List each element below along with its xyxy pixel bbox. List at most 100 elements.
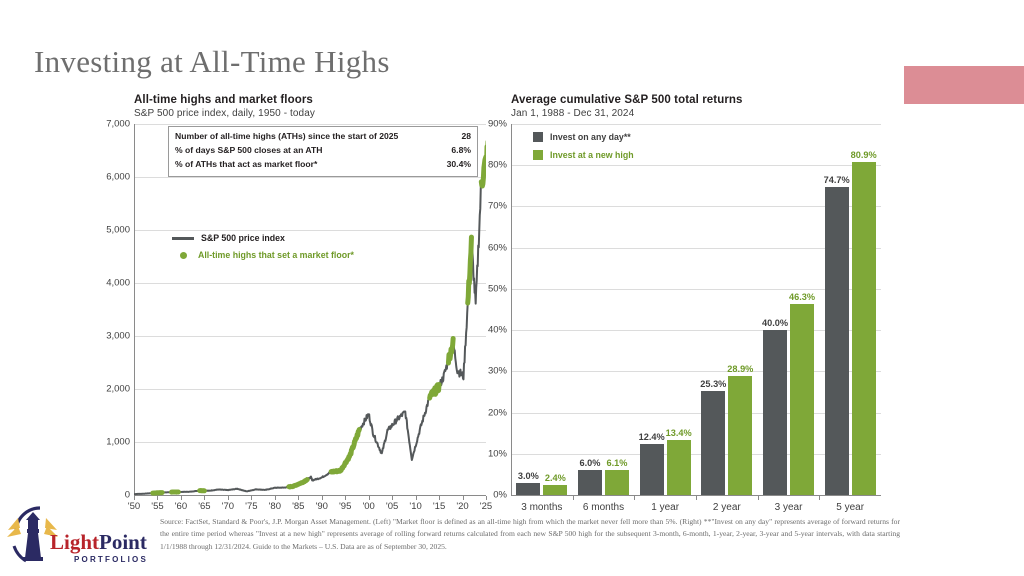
gridline	[134, 177, 486, 178]
x-tick-label: '85	[292, 501, 305, 512]
bar-chart: 0% 10% 20% 30% 40% 50% 60% 70% 80% 90% 3.0% 2.4% 6.…	[488, 119, 891, 513]
y-tick-label: 80%	[487, 159, 507, 171]
left-chart-panel: All-time highs and market floors S&P 500…	[106, 94, 494, 512]
y-tick-label: 10%	[487, 448, 507, 460]
bar[interactable]	[824, 187, 849, 495]
x-tick-label: '75	[245, 501, 258, 512]
accent-block	[904, 66, 1024, 104]
x-tick	[696, 496, 697, 500]
ath-stat-label: Number of all-time highs (ATHs) since th…	[175, 131, 399, 141]
y-tick-label: 60%	[487, 242, 507, 254]
x-tick	[298, 496, 300, 500]
x-tick	[345, 496, 347, 500]
x-tick-label: '00	[362, 501, 375, 512]
x-tick	[392, 496, 394, 500]
bar[interactable]	[763, 330, 787, 495]
bar-value-label: 80.9%	[850, 149, 877, 160]
bar[interactable]	[578, 470, 602, 495]
x-tick	[204, 496, 206, 500]
x-tick-label: '15	[432, 501, 446, 512]
legend-label: All-time highs that set a market floor*	[198, 249, 354, 260]
gridline	[511, 453, 881, 455]
logo[interactable]: LightPoint PORTFOLIOS	[6, 506, 148, 572]
bar[interactable]	[790, 304, 814, 495]
legend-label: S&P 500 price index	[201, 233, 285, 243]
y-tick-label: 0	[124, 489, 130, 501]
x-tick	[157, 496, 159, 500]
bar[interactable]	[639, 443, 664, 495]
bar-value-label: 25.3%	[700, 378, 727, 389]
x-tick	[251, 496, 253, 500]
source-footnote: Source: FactSet, Standard & Poor's, J.P.…	[160, 517, 900, 551]
ath-stat-row: Number of all-time highs (ATHs) since th…	[175, 130, 471, 144]
x-tick-label: '80	[268, 501, 281, 512]
bar-value-label: 46.3%	[788, 292, 816, 303]
dot-swatch-icon	[180, 251, 187, 259]
price-path	[328, 426, 362, 475]
x-tick	[368, 496, 370, 500]
x-tick-label: '20	[456, 501, 469, 512]
bar[interactable]	[516, 482, 541, 495]
category-label: 5 year	[836, 502, 865, 513]
left-chart-subtitle: S&P 500 price index, daily, 1950 - today	[134, 108, 315, 119]
y-tick-label: 30%	[487, 365, 507, 377]
bar[interactable]	[728, 375, 753, 495]
lighthouse-icon	[7, 506, 58, 563]
legend-item-invest-new-high: Invest at a new high	[533, 146, 634, 164]
gridline	[511, 330, 881, 332]
bar-value-label: 40.0%	[761, 318, 789, 329]
y-tick-label: 5,000	[106, 224, 130, 236]
line-swatch-icon	[172, 236, 194, 240]
line-chart-x-axis	[134, 495, 486, 496]
y-tick-label: 6,000	[106, 171, 130, 183]
green-swatch-icon	[533, 150, 543, 161]
x-tick-label: '10	[409, 501, 422, 512]
x-tick	[757, 496, 759, 500]
x-tick	[819, 496, 821, 500]
category-label: 2 year	[712, 502, 741, 513]
x-tick	[180, 496, 182, 500]
ath-stat-value: 6.8%	[451, 144, 471, 155]
x-tick-label: '25	[479, 501, 493, 512]
legend-item-invest-any-day: Invest on any day**	[533, 128, 634, 146]
gridline	[134, 389, 486, 390]
bar[interactable]	[851, 161, 876, 495]
x-tick-label: '60	[174, 501, 188, 512]
right-chart-panel: Average cumulative S&P 500 total returns…	[488, 94, 891, 513]
x-tick	[462, 496, 464, 500]
gridline	[134, 283, 486, 284]
left-chart-title: All-time highs and market floors	[134, 94, 313, 106]
bar-value-label: 2.4%	[544, 473, 566, 484]
gridline	[511, 124, 881, 125]
bar[interactable]	[666, 439, 691, 495]
bar-chart-y-axis	[511, 124, 512, 496]
gridline	[134, 442, 486, 443]
line-chart-series	[134, 140, 486, 496]
x-tick	[439, 496, 441, 500]
price-path	[445, 335, 456, 366]
x-tick	[634, 496, 636, 500]
category-label: 3 months	[521, 502, 563, 513]
y-tick-label: 7,000	[106, 118, 130, 130]
bar[interactable]	[701, 390, 726, 495]
x-tick-label: '90	[315, 501, 328, 512]
ath-stats-box: Number of all-time highs (ATHs) since th…	[168, 126, 478, 177]
gridline	[134, 230, 486, 231]
logo-text: LightPoint PORTFOLIOS	[50, 532, 148, 565]
gridline	[511, 288, 881, 290]
legend-label: Invest on any day**	[550, 132, 631, 142]
price-path	[465, 234, 474, 306]
right-chart-subtitle: Jan 1, 1988 - Dec 31, 2024	[511, 108, 635, 119]
bar-value-label: 28.9%	[727, 363, 754, 374]
y-tick-label: 40%	[487, 324, 507, 336]
bar[interactable]	[605, 469, 629, 495]
gridline	[511, 412, 881, 414]
y-tick-label: 2,000	[106, 383, 130, 395]
y-tick-label: 3,000	[106, 330, 130, 342]
bar[interactable]	[543, 485, 568, 495]
x-tick-label: '70	[221, 501, 235, 512]
x-tick	[572, 496, 574, 500]
bar-chart-x-axis	[511, 495, 881, 496]
right-chart-title: Average cumulative S&P 500 total returns	[511, 94, 743, 106]
x-tick-label: '95	[338, 501, 352, 512]
